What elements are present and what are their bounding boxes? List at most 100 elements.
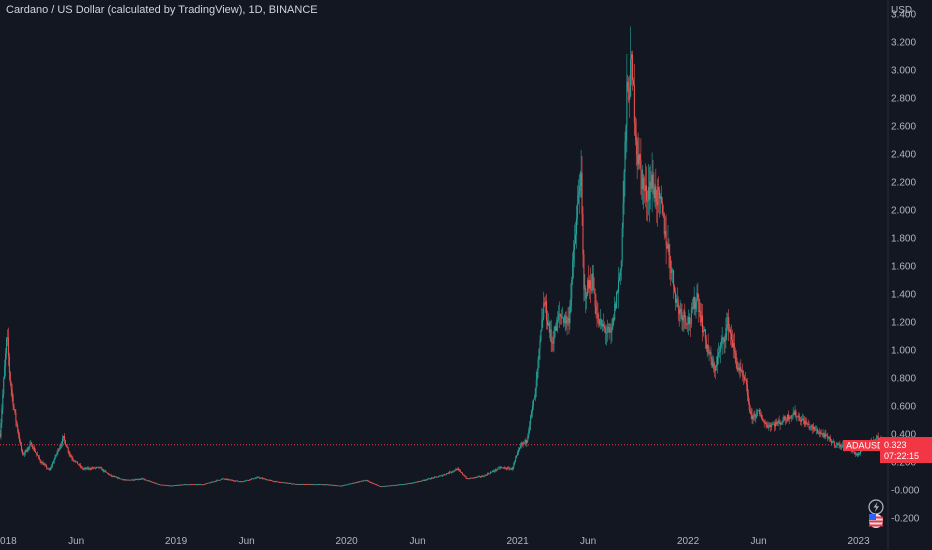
candle-body [521,443,523,445]
candle-body [484,475,486,477]
candle-body [362,480,364,482]
currency-label: USD [891,5,912,16]
candle-body [489,473,491,475]
candle-body [202,484,204,486]
candle-body [234,480,236,482]
candle-body [797,416,799,417]
candle-body [741,370,743,372]
candle-body [131,479,133,481]
candle-body [494,469,496,472]
candle-body [495,469,497,471]
candle-body [191,484,193,486]
lightning-icon[interactable] [868,499,884,515]
candle-body [120,478,122,480]
candle-body [454,470,456,472]
candle-body [773,423,775,425]
candle-body [94,467,96,469]
candle-body [527,435,529,441]
candle-body [707,345,709,353]
candle-body [77,464,79,465]
candle-body [130,479,132,481]
candle-body [268,479,270,481]
candle-body [859,450,861,454]
candle-body [757,410,759,413]
candle-body [620,260,622,270]
candle-body [796,416,798,418]
candle-body [413,482,415,484]
candle-body [112,475,114,477]
candle-body [576,203,578,219]
candle-body [269,479,271,481]
candle-body [647,186,649,201]
candle-body [25,450,27,452]
candle-body [652,174,654,188]
candle-body [653,187,655,199]
candle-body [478,476,480,477]
candle-body [486,474,488,476]
current-price-badge: ADAUSD 0.323 07:22:15 [843,437,932,463]
candle-body [834,445,836,447]
candle-body [260,477,262,479]
candle-body [13,405,15,410]
y-tick-label: 0.400 [891,430,916,441]
candle-body [149,481,151,482]
candle-body [564,315,566,321]
time-axis[interactable]: 2018 Jun 2019 Jun 2020 Jun 2021 Jun 2022 Jun 2023 [0,536,870,547]
candle-body [280,482,282,483]
candle-body [540,330,542,341]
candle-body [476,476,478,478]
candle-body [785,419,787,421]
candle-body [33,447,35,449]
candle-body [626,81,628,127]
candle-body [666,245,668,249]
candle-body [608,327,610,329]
candle-body [63,436,65,439]
candle-body [447,473,449,474]
candle-body [379,486,381,488]
candle-body [681,311,683,321]
candle-body [583,254,585,290]
candle-body [12,395,14,406]
candle-body [688,316,690,324]
candle-body [712,363,714,367]
candle-body [482,475,484,477]
candle-body [44,464,46,466]
candle-body [588,280,590,289]
candle-body [384,485,386,487]
candle-body [724,339,726,342]
candle-body [508,467,510,470]
candle-body [623,172,625,203]
candle-body [536,369,538,381]
candle-body [503,467,505,469]
candle-body [717,356,719,365]
candle-body [135,479,137,480]
candle-body [737,368,739,370]
candle-body [709,351,711,353]
candle-body [0,434,1,437]
candle-body [388,485,390,487]
candle-body [464,476,466,478]
candle-body [629,96,631,101]
candle-body [97,466,99,468]
candle-body [607,327,609,332]
candle-body [574,234,576,245]
candle-body [275,481,277,483]
candle-body [736,362,738,370]
candle-body [172,485,174,487]
candle-body [569,305,571,324]
candle-body [187,484,189,486]
candle-body [319,484,321,485]
us-flag-icon[interactable] [869,514,883,528]
candle-body [703,329,705,331]
candle-body [183,484,185,486]
candle-body [417,481,419,483]
candle-body [132,479,134,481]
candle-body [374,483,376,485]
candle-body [776,422,778,425]
candle-body [31,442,33,447]
candle-body [229,479,231,481]
candle-body [373,483,375,485]
candle-body [116,477,118,478]
